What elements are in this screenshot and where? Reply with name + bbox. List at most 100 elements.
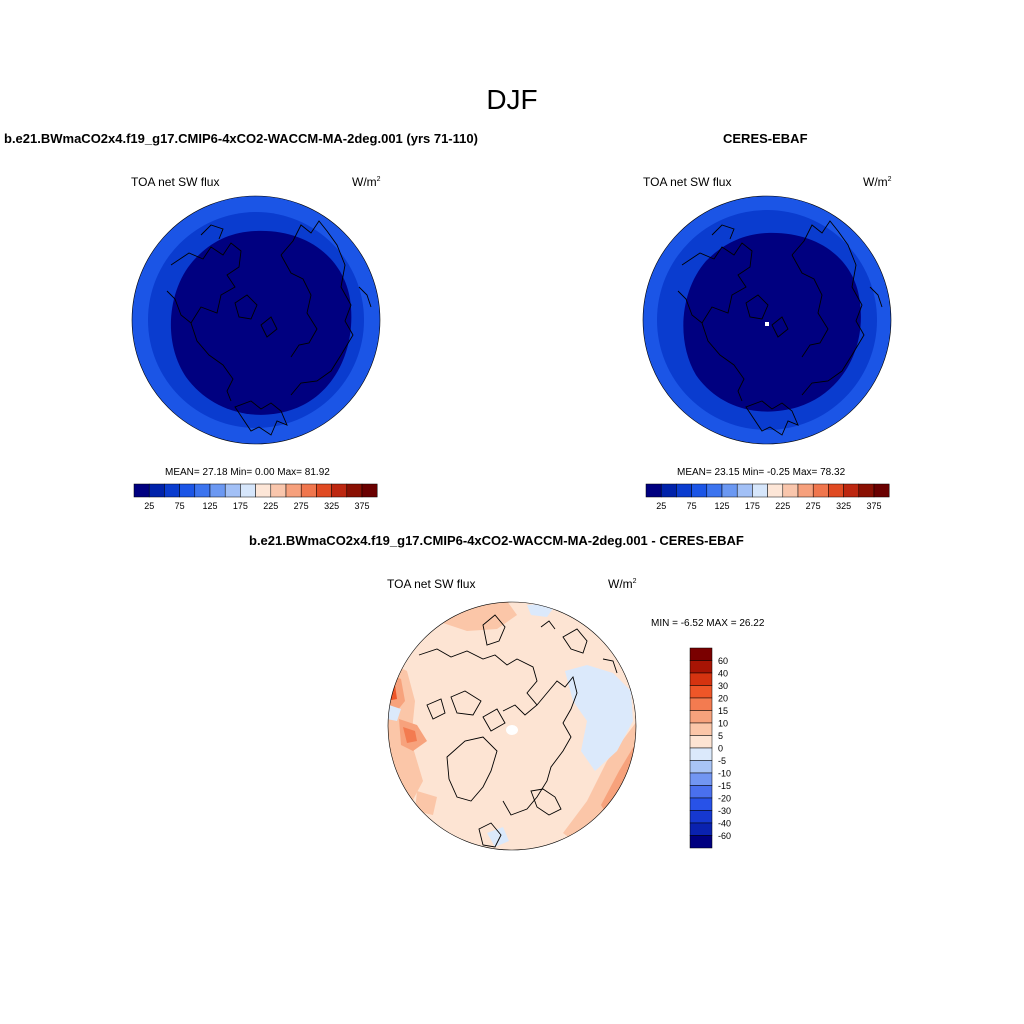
- colorbar-swatch: [346, 483, 363, 498]
- map-border: [642, 195, 892, 445]
- coastline-bering: [540, 620, 556, 630]
- panel-2-title: CERES-EBAF: [723, 131, 808, 146]
- colorbar-swatch: [689, 660, 713, 674]
- colorbar-swatch: [689, 797, 713, 811]
- coastline-eurasia-north: [502, 676, 578, 816]
- panel-3-title: b.e21.BWmaCO2x4.f19_g17.CMIP6-4xCO2-WACC…: [249, 533, 744, 548]
- colorbar-swatch: [645, 483, 662, 498]
- panel-2-variable: TOA net SW flux: [643, 175, 732, 189]
- colorbar-tick-label: 375: [354, 501, 369, 511]
- colorbar-swatch: [689, 835, 713, 849]
- panel-1-stats: MEAN= 27.18 Min= 0.00 Max= 81.92: [165, 467, 330, 478]
- colorbar-swatch: [752, 483, 768, 498]
- missing-data-pole: [506, 725, 518, 735]
- coastlines: [418, 614, 618, 848]
- panel-1-variable: TOA net SW flux: [131, 175, 220, 189]
- colorbar-swatch: [270, 483, 287, 498]
- coastline-americas: [677, 242, 753, 324]
- colorbar-tick-label: 75: [687, 501, 697, 511]
- coastline-greenland: [701, 322, 745, 402]
- map-ring-inner: [170, 230, 352, 415]
- colorbar-swatch: [689, 772, 713, 786]
- colorbar-tick-label: 125: [714, 501, 729, 511]
- colorbar-swatch: [660, 483, 677, 498]
- panel-1-title: b.e21.BWmaCO2x4.f19_g17.CMIP6-4xCO2-WACC…: [4, 131, 478, 146]
- colorbar-swatch: [689, 685, 713, 699]
- coastline-scandinavia: [358, 286, 372, 308]
- colorbar-swatch: [689, 760, 713, 774]
- colorbar-tick-label: 275: [294, 501, 309, 511]
- field-15-20-southwest: [403, 727, 417, 743]
- colorbar-tick-label: 225: [775, 501, 790, 511]
- panel-2-colorbar: 25 75 125 175 225 275 325 375: [645, 483, 890, 511]
- colorbar-swatch: [843, 483, 860, 498]
- colorbar-tick-label: 225: [263, 501, 278, 511]
- coastline-alaska: [482, 614, 506, 646]
- coastlines: [166, 220, 372, 436]
- coastline-greenland: [190, 322, 234, 402]
- colorbar-swatch: [689, 722, 713, 736]
- panel-1-polar-map: [131, 195, 381, 445]
- colorbar-tick-label: 325: [324, 501, 339, 511]
- field-0--5-east: [565, 665, 633, 771]
- colorbar-swatch: [300, 483, 317, 498]
- colorbar-swatch: [689, 672, 713, 686]
- colorbar-swatch: [179, 483, 196, 498]
- colorbar-swatch: [858, 483, 875, 498]
- colorbar-swatch: [148, 483, 165, 498]
- colorbar-tick-label: -30: [718, 806, 731, 816]
- colorbar-swatch: [285, 483, 302, 498]
- coastline-arctic-islands: [426, 690, 506, 732]
- map-border: [387, 601, 637, 851]
- colorbar-tick-label: 15: [718, 706, 728, 716]
- coastline-siberia: [791, 254, 829, 358]
- colorbar-swatch: [194, 483, 211, 498]
- colorbar-swatch: [706, 483, 723, 498]
- colorbar-tick-label: 0: [718, 744, 723, 754]
- colorbar-tick-label: 25: [656, 501, 666, 511]
- panel-2-stats: MEAN= 23.15 Min= -0.25 Max= 78.32: [677, 467, 846, 478]
- colorbar-swatch: [689, 822, 713, 836]
- coastline-americas: [166, 242, 242, 324]
- coastline-arctic-islands: [234, 294, 278, 338]
- field-5-10-south: [415, 791, 437, 815]
- coastline-eurasia: [791, 220, 865, 396]
- panel-3-colorbar: 60 40 30 20 15 10 5 0 -5 -10 -15 -20 -30 -40 -60: [689, 647, 731, 849]
- colorbar-swatch: [873, 483, 890, 498]
- map-ring-inner: [683, 232, 861, 412]
- map-border: [131, 195, 381, 445]
- coastline-arctic-islands: [745, 294, 789, 338]
- colorbar-swatch: [782, 483, 799, 498]
- colorbar-swatch: [689, 747, 713, 761]
- colorbar-swatch: [316, 483, 332, 498]
- colorbar-tick-label: -20: [718, 794, 731, 804]
- panel-2-polar-map: [642, 195, 892, 445]
- colorbar-swatch: [361, 483, 378, 498]
- coastline-europe: [234, 400, 288, 436]
- coastline-scandinavia: [869, 286, 883, 308]
- coastline-siberia: [280, 254, 318, 358]
- coastline-alaska: [711, 224, 735, 240]
- colorbar-tick-label: 125: [202, 501, 217, 511]
- colorbar-swatch: [255, 483, 272, 498]
- colorbar-swatch: [736, 483, 753, 498]
- colorbar-swatch: [797, 483, 814, 498]
- field-0--5-southwest: [388, 705, 401, 721]
- colorbar-tick-label: 20: [718, 694, 728, 704]
- coastline-canada-north: [418, 648, 538, 716]
- coastline-eurasia: [280, 220, 354, 396]
- colorbar-tick-label: 30: [718, 681, 728, 691]
- coastline-europe: [745, 400, 799, 436]
- colorbar-swatch: [689, 810, 713, 824]
- colorbar-tick-label: 175: [745, 501, 760, 511]
- missing-data-pole: [765, 322, 769, 326]
- colorbar-swatch: [812, 483, 829, 498]
- colorbar-tick-label: -5: [718, 756, 726, 766]
- panel-1-colorbar: 25 75 125 175 225 275 325 375: [133, 483, 378, 511]
- panel-1-units: W/m2: [352, 175, 381, 189]
- colorbar-tick-label: 325: [836, 501, 851, 511]
- colorbar-tick-label: 10: [718, 719, 728, 729]
- colorbar-tick-label: -10: [718, 769, 731, 779]
- colorbar-swatch: [689, 697, 713, 711]
- colorbar-swatch: [240, 483, 256, 498]
